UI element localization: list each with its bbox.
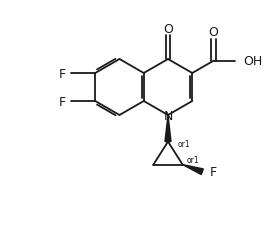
Text: O: O xyxy=(163,23,173,36)
Text: F: F xyxy=(58,95,65,108)
Text: O: O xyxy=(209,26,218,39)
Text: F: F xyxy=(58,67,65,80)
Polygon shape xyxy=(183,165,203,175)
Text: or1: or1 xyxy=(187,155,199,164)
Text: or1: or1 xyxy=(178,140,191,149)
Polygon shape xyxy=(165,116,171,142)
Text: F: F xyxy=(209,166,217,179)
Text: N: N xyxy=(163,110,173,123)
Text: OH: OH xyxy=(243,55,263,68)
